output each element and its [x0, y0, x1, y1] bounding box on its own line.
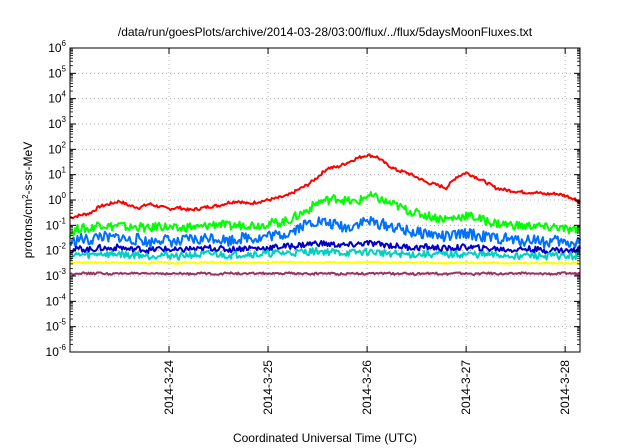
y-tick-exp: -1 [59, 216, 67, 225]
y-tick-exp: -2 [59, 242, 67, 251]
y-tick-base: 10 [48, 142, 62, 156]
x-axis-label: Coordinated Universal Time (UTC) [233, 431, 417, 445]
y-tick-exp: 6 [62, 39, 67, 48]
series-line [69, 271, 581, 276]
series-layer [69, 153, 581, 276]
series-line [69, 153, 581, 220]
y-tick-exp: 2 [62, 140, 67, 149]
series-line [69, 215, 581, 249]
y-tick-exp: 3 [62, 115, 67, 124]
y-tick-base: 10 [46, 218, 60, 232]
series-line [69, 239, 581, 255]
y-tick-label: 10-3 [46, 267, 67, 283]
y-tick-base: 10 [48, 168, 62, 182]
y-tick-base: 10 [46, 294, 60, 308]
y-tick-exp: 1 [62, 166, 67, 175]
y-axis-label-sup: 2 [21, 194, 30, 199]
series-line [69, 260, 581, 265]
x-tick-label: 2014-3-28 [558, 360, 572, 415]
x-tick-label: 2014-3-25 [261, 360, 275, 415]
y-tick-exp: -4 [59, 292, 67, 301]
y-tick-base: 10 [48, 92, 62, 106]
y-tick-label: 10-1 [46, 216, 67, 232]
x-tick-label: 2014-3-26 [360, 360, 374, 415]
series-line [69, 191, 581, 238]
x-tick-labels: 2014-3-24 2014-3-25 2014-3-26 2014-3-27 2014… [162, 360, 572, 415]
y-tick-exp: 4 [62, 90, 67, 99]
series-line [69, 246, 581, 261]
y-tick-base: 10 [46, 244, 60, 258]
y-tick-label: 10-6 [46, 343, 67, 359]
y-tick-label: 104 [48, 90, 66, 106]
x-tick-label: 2014-3-27 [459, 360, 473, 415]
y-tick-label: 103 [48, 115, 66, 131]
y-tick-exp: -3 [59, 267, 67, 276]
y-tick-labels: 10-610-510-410-310-210-11001011021031041… [46, 39, 67, 359]
y-tick-exp: 0 [62, 191, 67, 200]
y-tick-exp: -6 [59, 343, 67, 352]
y-tick-base: 10 [46, 269, 60, 283]
y-tick-base: 10 [48, 193, 62, 207]
y-tick-base: 10 [48, 117, 62, 131]
y-axis-label-rest: -s-sr-MeV [21, 142, 35, 195]
y-tick-label: 100 [48, 191, 66, 207]
y-tick-label: 10-2 [46, 242, 67, 258]
ticks [70, 47, 580, 353]
y-tick-label: 102 [48, 140, 66, 156]
y-tick-label: 10-5 [46, 318, 67, 334]
y-tick-base: 10 [48, 41, 62, 55]
y-tick-exp: 5 [62, 64, 67, 73]
y-tick-base: 10 [48, 66, 62, 80]
y-tick-exp: -5 [59, 318, 67, 327]
x-tick-label: 2014-3-24 [162, 360, 176, 415]
y-tick-label: 101 [48, 166, 66, 182]
y-tick-label: 106 [48, 39, 66, 55]
y-tick-label: 105 [48, 64, 66, 80]
y-tick-base: 10 [46, 345, 60, 359]
y-axis-label-base: protons/cm [21, 199, 35, 258]
y-tick-base: 10 [46, 320, 60, 334]
chart-title: /data/run/goesPlots/archive/2014-03-28/0… [118, 25, 533, 39]
y-axis-label: protons/cm2-s-sr-MeV [21, 142, 36, 258]
y-tick-label: 10-4 [46, 292, 67, 308]
